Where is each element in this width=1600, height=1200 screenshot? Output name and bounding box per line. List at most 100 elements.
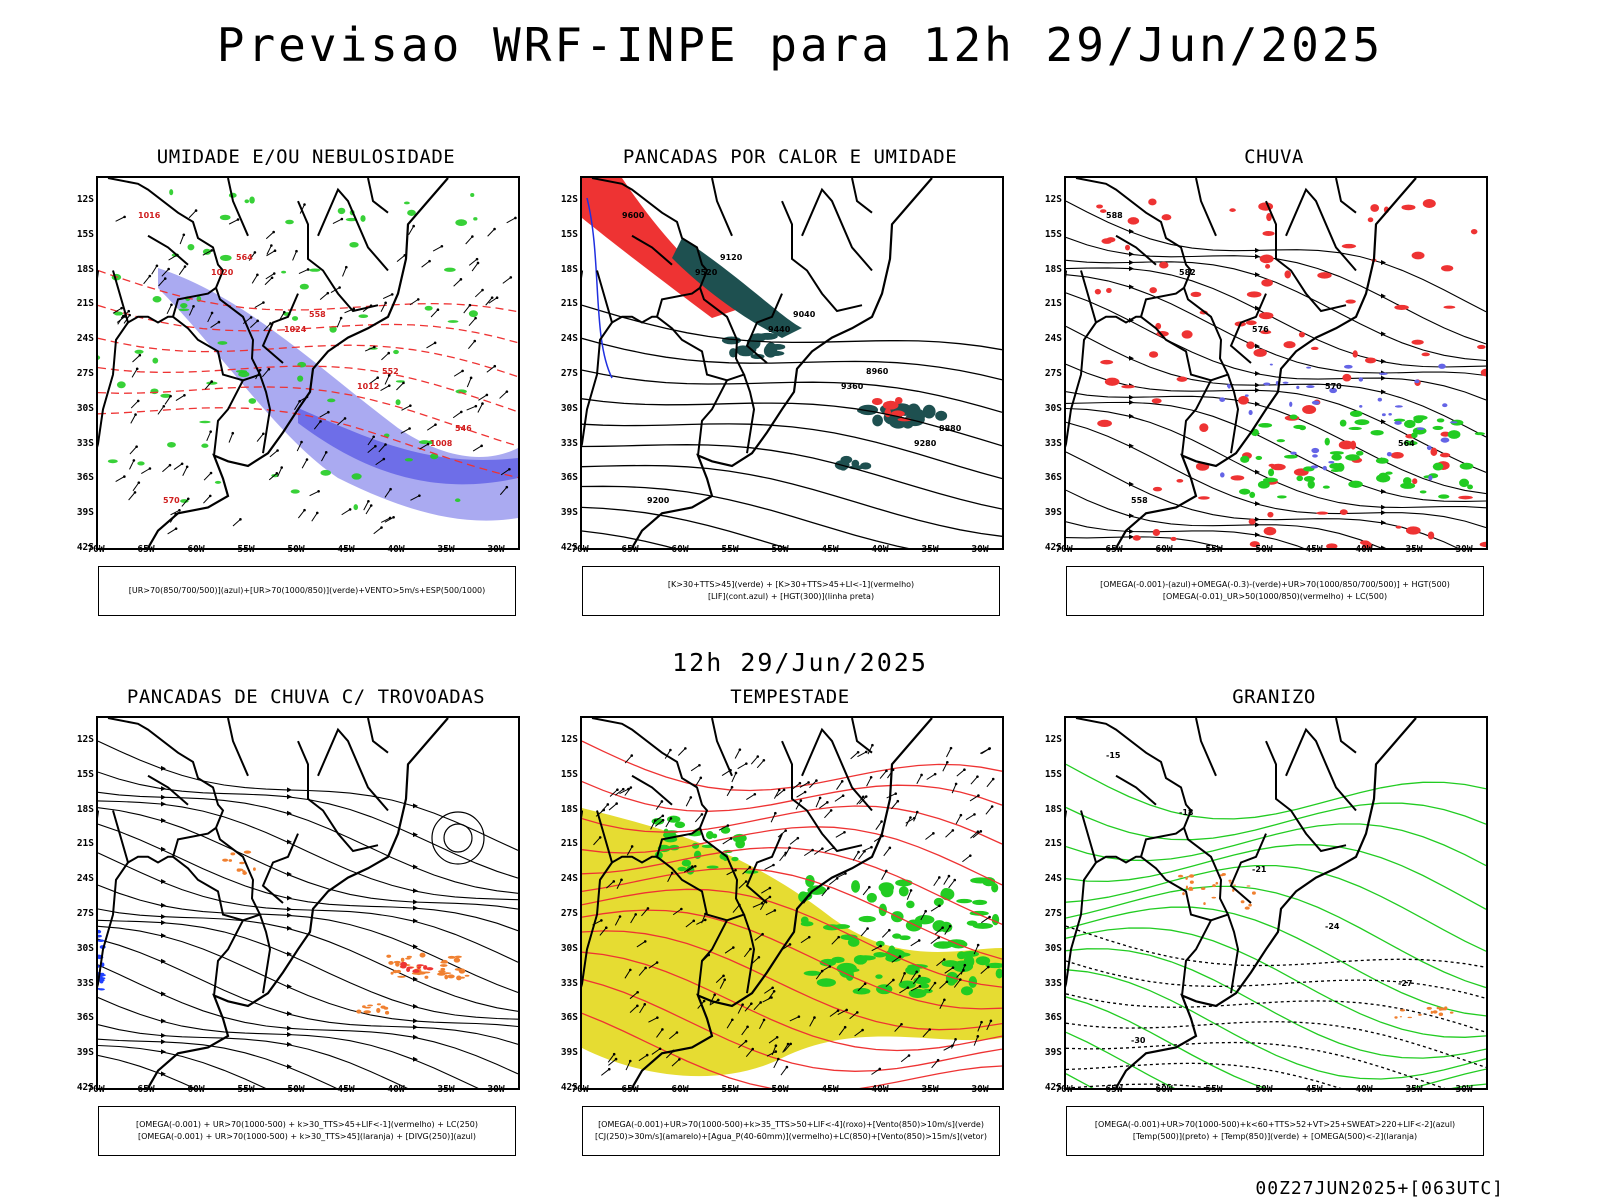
latitude-label: 15S: [560, 228, 578, 240]
longitude-label: 30W: [971, 544, 989, 555]
forecast-map: 1016 1020 1024 1012 1008 570 564 558 552 546: [96, 176, 520, 550]
contour-label: 1020: [211, 268, 234, 277]
longitude-label: 65W: [621, 544, 639, 555]
latitude-label: 24S: [1044, 333, 1062, 345]
panel-legend: [OMEGA(-0.001)+UR>70(1000-500)+k<60+TTS>…: [1066, 1106, 1484, 1156]
latitude-label: 39S: [560, 1047, 578, 1059]
legend-line: [K>30+TTS>45](verde) + [K>30+TTS>45+LI<-…: [667, 580, 915, 589]
contour-label: 576: [1252, 325, 1269, 334]
latitude-label: 21S: [560, 298, 578, 310]
contour-label: 8880: [939, 424, 962, 433]
latitude-label: 18S: [1044, 263, 1062, 275]
contour-label: 564: [1398, 439, 1415, 448]
contour-label: 1008: [430, 439, 453, 448]
longitude-label: 30W: [487, 544, 505, 555]
longitude-label: 50W: [771, 544, 789, 555]
latitude-label: 39S: [76, 1047, 94, 1059]
longitude-label: 35W: [921, 544, 939, 555]
contour-label: 9200: [647, 496, 670, 505]
longitude-label: 45W: [1305, 544, 1323, 555]
legend-line: [Temp(500)](preto) + [Temp(850)](verde) …: [1132, 1132, 1418, 1141]
longitude-label: 35W: [437, 1084, 455, 1095]
panel-legend: [OMEGA(-0.001)+UR>70(1000-500)+k>35_TTS>…: [582, 1106, 1000, 1156]
contour-label: -15: [1106, 751, 1121, 760]
latitude-label: 39S: [560, 507, 578, 519]
longitude-label: 35W: [437, 544, 455, 555]
longitude-label: 50W: [771, 1084, 789, 1095]
longitude-label: 40W: [1355, 1084, 1373, 1095]
panel-legend: [K>30+TTS>45](verde) + [K>30+TTS>45+LI<-…: [582, 566, 1000, 616]
legend-line: [OMEGA(-0.001)-(azul)+OMEGA(-0.3)-(verde…: [1100, 580, 1450, 589]
latitude-label: 30S: [76, 942, 94, 954]
longitude-label: 40W: [871, 1084, 889, 1095]
latitude-label: 33S: [560, 977, 578, 989]
contour-label: 570: [163, 496, 180, 505]
contour-label: 558: [1131, 496, 1148, 505]
longitude-label: 55W: [1205, 544, 1223, 555]
longitude-label: 60W: [671, 1084, 689, 1095]
latitude-label: 21S: [1044, 298, 1062, 310]
forecast-map: 588 582 576 570 564 558: [1064, 176, 1488, 550]
latitude-label: 27S: [1044, 908, 1062, 919]
longitude-label: 65W: [621, 1084, 639, 1095]
forecast-map: -15 -18 -21 -24 -27 -30: [1064, 716, 1488, 1090]
longitude-label: 55W: [237, 544, 255, 555]
legend-line: [OMEGA(-0.01)_UR>50(1000/850)(vermelho) …: [1162, 592, 1388, 601]
latitude-label: 27S: [560, 908, 578, 919]
contour-label: 9120: [720, 253, 743, 262]
contour-label: 552: [382, 367, 399, 376]
longitude-label: 40W: [871, 544, 889, 555]
contour-label: -24: [1325, 922, 1340, 931]
panel-legend: [OMEGA(-0.001)-(azul)+OMEGA(-0.3)-(verde…: [1066, 566, 1484, 616]
longitude-label: 45W: [1305, 1084, 1323, 1095]
contour-label: 582: [1179, 268, 1196, 277]
latitude-label: 18S: [76, 803, 94, 815]
longitude-label: 30W: [1455, 1084, 1473, 1095]
contour-label: -27: [1398, 979, 1412, 988]
longitude-label: 50W: [1255, 1084, 1273, 1095]
latitude-label: 42S: [560, 1082, 578, 1093]
latitude-label: 27S: [76, 368, 94, 379]
latitude-label: 36S: [560, 1012, 578, 1024]
panel-title: PANCADAS DE CHUVA C/ TROVOADAS: [126, 686, 486, 708]
longitude-label: 30W: [971, 1084, 989, 1095]
legend-line: [OMEGA(-0.001)+UR>70(1000-500)+k<60+TTS>…: [1094, 1120, 1456, 1129]
longitude-label: 70W: [571, 544, 589, 555]
latitude-label: 24S: [1044, 873, 1062, 885]
forecast-map: [96, 716, 520, 1090]
latitude-label: 30S: [1044, 402, 1062, 414]
latitude-label: 36S: [76, 472, 94, 484]
longitude-label: 65W: [1105, 1084, 1123, 1095]
contour-label: 9600: [622, 211, 645, 220]
contour-label: 9520: [695, 268, 718, 277]
latitude-label: 27S: [76, 908, 94, 919]
latitude-label: 15S: [76, 228, 94, 240]
legend-line: [LIF](cont.azul) + [HGT(300)](linha pret…: [707, 592, 875, 601]
contour-label: -18: [1179, 808, 1194, 817]
longitude-label: 70W: [1055, 1084, 1073, 1095]
latitude-label: 33S: [560, 437, 578, 449]
longitude-label: 45W: [337, 1084, 355, 1095]
latitude-label: 42S: [76, 542, 94, 553]
latitude-label: 24S: [76, 333, 94, 345]
panel-title: PANCADAS POR CALOR E UMIDADE: [622, 146, 958, 168]
longitude-label: 35W: [1405, 544, 1423, 555]
forecast-map: 9600 9520 9440 9360 9280 9200 9120 9040 8960 8880: [580, 176, 1004, 550]
longitude-label: 55W: [237, 1084, 255, 1095]
latitude-label: 24S: [560, 333, 578, 345]
latitude-label: 33S: [1044, 437, 1062, 449]
forecast-map: [580, 716, 1004, 1090]
latitude-label: 12S: [76, 734, 94, 745]
contour-label: 564: [236, 253, 253, 262]
contour-label: 9280: [914, 439, 937, 448]
latitude-label: 42S: [76, 1082, 94, 1093]
latitude-label: 42S: [1044, 1082, 1062, 1093]
longitude-label: 30W: [1455, 544, 1473, 555]
longitude-label: 65W: [1105, 544, 1123, 555]
longitude-label: 55W: [721, 544, 739, 555]
page-title: Previsao WRF-INPE para 12h 29/Jun/2025: [216, 18, 1384, 72]
longitude-label: 45W: [821, 544, 839, 555]
latitude-label: 21S: [76, 838, 94, 850]
legend-line: [CJ(250)>30m/s](amarelo)+[Agua_P(40-60mm…: [595, 1132, 987, 1141]
latitude-label: 33S: [1044, 977, 1062, 989]
